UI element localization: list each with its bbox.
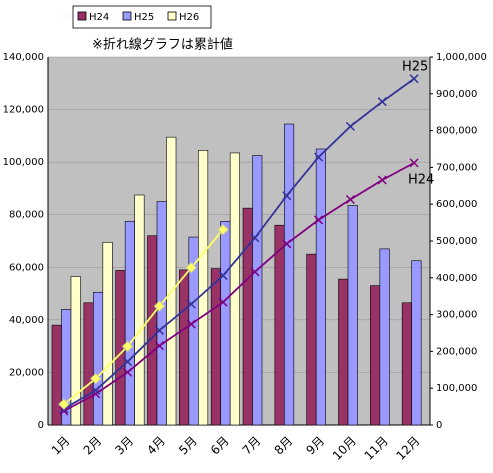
bar	[70, 276, 81, 426]
marker	[409, 74, 419, 84]
bar	[93, 291, 104, 426]
marker	[59, 406, 69, 416]
x-tick-label: 7月	[240, 434, 264, 458]
marker	[185, 261, 197, 274]
marker	[90, 372, 102, 385]
chart-note: ※折れ線グラフは累計値	[92, 37, 233, 53]
marker	[123, 357, 133, 367]
y2-tick-label: 400,000	[436, 273, 477, 284]
marker	[186, 319, 196, 329]
y-tick-label: 60,000	[9, 262, 44, 273]
marker	[58, 398, 70, 410]
bar	[315, 148, 326, 426]
y-tick-label: 120,000	[3, 105, 44, 116]
x-tick-label: 4月	[144, 434, 168, 458]
x-tick-label: 8月	[272, 434, 296, 458]
x-tick-label: 9月	[303, 434, 327, 458]
marker	[345, 121, 355, 131]
marker	[377, 175, 387, 185]
bar	[83, 302, 94, 426]
x-tick-label: 2月	[81, 434, 105, 458]
y2-tick-label: 0	[436, 420, 442, 431]
x-tick-label: 11月	[362, 434, 391, 463]
x-tick-label: 5月	[176, 434, 200, 458]
marker	[250, 267, 260, 277]
marker	[282, 239, 292, 249]
marker	[409, 158, 419, 168]
bar	[102, 242, 113, 426]
marker	[218, 297, 228, 307]
marker	[314, 215, 324, 225]
y-tick-label: 40,000	[9, 315, 44, 326]
marker	[250, 233, 260, 243]
line-annotation: H24	[408, 173, 434, 188]
marker	[121, 340, 134, 353]
bar	[284, 123, 295, 426]
legend-swatch	[122, 11, 132, 21]
bar	[147, 235, 158, 426]
y2-tick-label: 300,000	[436, 310, 477, 321]
legend-box	[72, 5, 212, 29]
marker	[217, 223, 229, 236]
y2-tick-label: 900,000	[436, 89, 477, 100]
marker	[153, 300, 166, 312]
bar	[379, 248, 390, 426]
marker	[154, 325, 164, 335]
legend-label: H24	[89, 12, 109, 23]
y-tick-label: 0	[38, 420, 44, 431]
y2-tick-label: 700,000	[436, 162, 477, 173]
cumulative-line	[63, 77, 415, 410]
y-tick-label: 140,000	[3, 52, 44, 63]
marker	[218, 271, 228, 281]
bar	[51, 324, 62, 426]
bar	[179, 269, 190, 426]
bar	[198, 150, 209, 426]
y2-tick-label: 100,000	[436, 383, 477, 394]
bar	[370, 285, 381, 426]
cumulative-line	[63, 162, 415, 412]
marker	[314, 152, 324, 162]
bar	[411, 260, 422, 426]
marker	[186, 299, 196, 309]
cumulative-line	[63, 229, 224, 405]
legend-swatch	[167, 11, 177, 21]
y2-tick-label: 500,000	[436, 236, 477, 247]
y2-tick-label: 200,000	[436, 346, 477, 357]
y2-tick-label: 1,000,000	[436, 52, 487, 63]
bar	[274, 224, 285, 426]
bar	[166, 136, 177, 426]
legend-label: H26	[179, 12, 199, 23]
x-tick-label: 1月	[49, 434, 73, 458]
marker	[282, 191, 292, 201]
bar	[338, 278, 349, 426]
legend-label: H25	[134, 12, 154, 23]
bar	[210, 268, 221, 426]
marker	[377, 97, 387, 107]
y2-tick-label: 600,000	[436, 199, 477, 210]
y-tick-label: 100,000	[3, 157, 44, 168]
line-annotation: H25	[402, 60, 428, 75]
x-tick-label: 12月	[393, 434, 422, 463]
legend-swatch	[77, 11, 87, 21]
marker	[154, 341, 164, 351]
bar	[306, 253, 317, 426]
x-tick-label: 10月	[330, 434, 359, 463]
y-tick-label: 80,000	[9, 210, 44, 221]
bar	[401, 302, 412, 426]
marker	[91, 385, 101, 395]
marker	[123, 367, 133, 377]
x-tick-label: 6月	[208, 434, 232, 458]
bar	[229, 152, 240, 426]
y2-tick-label: 800,000	[436, 126, 477, 137]
y-tick-label: 20,000	[9, 367, 44, 378]
x-tick-label: 3月	[112, 434, 136, 458]
bar	[156, 201, 167, 426]
marker	[345, 194, 355, 205]
bar	[220, 220, 231, 426]
bar	[347, 205, 358, 426]
bar	[134, 194, 145, 426]
bar	[124, 220, 135, 426]
bar	[252, 155, 263, 426]
